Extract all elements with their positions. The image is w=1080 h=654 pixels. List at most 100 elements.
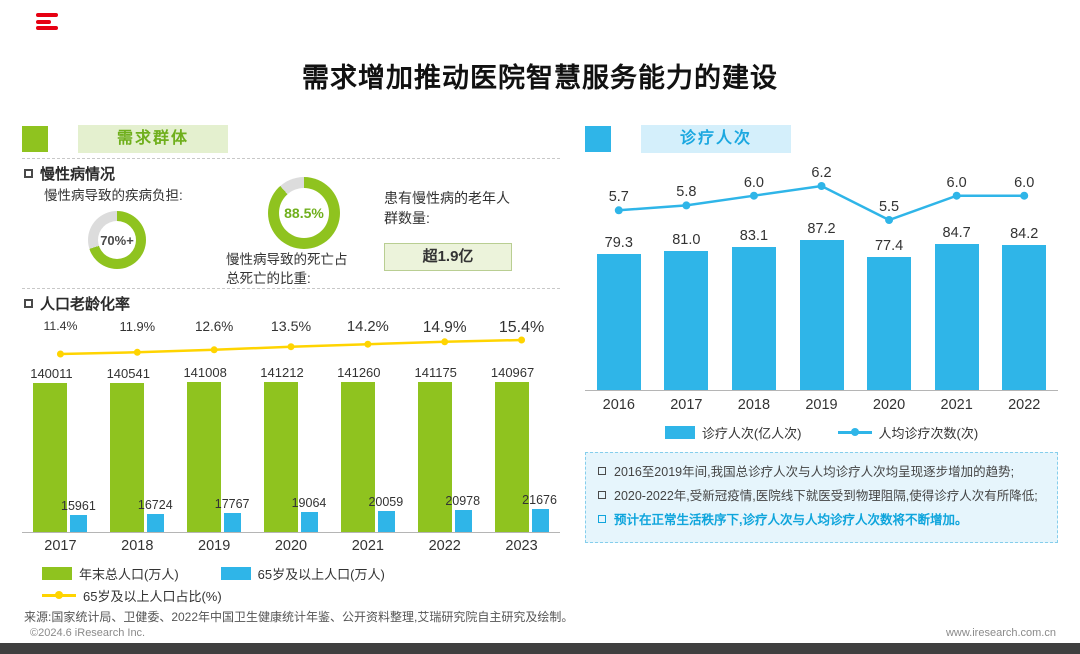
legend-visits-per-capita: 人均诊疗次数(次) <box>837 423 979 442</box>
x-axis-year: 2017 <box>670 397 703 413</box>
total-population-value: 141175 <box>414 365 457 380</box>
note-text: 2020-2022年,受新冠疫情,医院线下就医受到物理阻隔,使得诊疗人次有所降低… <box>614 488 1038 503</box>
note-text: 预计在正常生活秩序下,诊疗人次与人均诊疗人次数将不断增加。 <box>614 512 968 527</box>
insight-box: 2016至2019年间,我国总诊疗人次与人均诊疗人次均呈现逐步增加的趋势; 20… <box>585 452 1058 544</box>
chronic-heading-label: 慢性病情况 <box>40 165 116 183</box>
total-population-bar <box>340 382 375 532</box>
legend-elderly-population: 65岁及以上人口(万人) <box>220 564 385 583</box>
visits-per-capita-value: 5.8 <box>676 184 697 201</box>
aging-heading: 人口老龄化率 <box>24 293 560 313</box>
square-bullet-icon <box>598 490 606 499</box>
green-square-icon <box>22 126 48 152</box>
x-axis-year: 2017 <box>44 538 77 554</box>
population-legend-row-1: 年末总人口(万人) 65岁及以上人口(万人) <box>42 564 560 583</box>
visits-per-capita-value: 5.7 <box>608 189 629 206</box>
separator <box>22 158 560 159</box>
x-axis-year: 2016 <box>602 397 635 413</box>
aging-rate-value: 13.5% <box>270 319 312 335</box>
population-chart: 140011 15961 11.4% 2017 140541 16724 11.9% 2018… <box>22 317 560 559</box>
x-axis-year: 2022 <box>428 538 461 554</box>
insight-note-3: 预计在正常生活秩序下,诊疗人次与人均诊疗人次数将不断增加。 <box>598 511 1045 530</box>
total-population-bar <box>494 382 529 532</box>
legend-label: 年末总人口(万人) <box>79 566 179 582</box>
visits-value: 84.7 <box>942 225 971 241</box>
elderly-population-value: 21676 <box>522 493 557 507</box>
visits-per-capita-value: 6.2 <box>811 165 832 181</box>
aging-rate-value: 11.4% <box>43 319 78 333</box>
population-legend-row-2: 65岁及以上人口占比(%) <box>42 586 560 605</box>
burden-donut-value: 70%+ <box>100 232 134 248</box>
copyright-text: ©2024.6 iResearch Inc. <box>30 627 146 639</box>
total-population-value: 140541 <box>106 366 150 381</box>
elderly-population-bar <box>147 514 165 532</box>
elderly-population-value: 16724 <box>137 498 173 512</box>
visits-per-capita-value: 6.0 <box>946 174 967 191</box>
visits-bar <box>1002 245 1047 390</box>
visits-bar <box>867 257 912 390</box>
visits-legend-row: 诊疗人次(亿人次) 人均诊疗次数(次) <box>585 423 1058 442</box>
total-population-bar <box>33 383 68 532</box>
total-population-value: 141008 <box>183 365 227 380</box>
burden-donut-chart: 70%+ <box>88 211 146 269</box>
aging-rate-value: 14.2% <box>346 319 389 335</box>
legend-aging-rate: 65岁及以上人口占比(%) <box>42 586 222 605</box>
total-population-value: 140967 <box>490 365 535 380</box>
x-axis-line <box>585 390 1058 391</box>
green-bar-swatch-icon <box>42 566 72 580</box>
death-share-label: 慢性病导致的死亡占总死亡的比重: <box>226 252 348 286</box>
x-axis-year: 2019 <box>198 538 231 554</box>
legend-label: 人均诊疗次数(次) <box>878 425 979 441</box>
death-share-donut-value: 88.5% <box>284 205 324 221</box>
insight-note-2: 2020-2022年,受新冠疫情,医院线下就医受到物理阻隔,使得诊疗人次有所降低… <box>598 487 1045 506</box>
chronic-heading: 慢性病情况 <box>24 163 560 183</box>
square-bullet-icon <box>598 467 606 475</box>
elderly-population-value: 15961 <box>61 499 96 513</box>
visits-bar <box>664 251 709 390</box>
total-population-bar <box>110 383 145 532</box>
legend-label: 65岁及以上人口占比(%) <box>83 588 222 604</box>
elderly-population-bar <box>301 512 318 532</box>
visits-value: 77.4 <box>874 238 904 254</box>
visits-bar <box>934 244 979 390</box>
demand-panel: 需求群体 慢性病情况 慢性病导致的疾病负担: 70%+ 88.5% 慢性病导致的… <box>22 124 560 605</box>
square-bullet-icon <box>24 168 33 178</box>
x-axis-year: 2021 <box>940 397 973 413</box>
legend-total-population: 年末总人口(万人) <box>42 564 179 583</box>
elderly-population-value: 20059 <box>368 495 404 509</box>
x-axis-year: 2019 <box>805 397 838 413</box>
page-title: 需求增加推动医院智慧服务能力的建设 <box>302 63 778 93</box>
blue-bar-swatch-icon <box>664 425 695 439</box>
elderly-count-badge: 超1.9亿 <box>384 243 512 271</box>
elderly-population-value: 19064 <box>291 496 327 510</box>
visits-value: 81.0 <box>672 232 701 248</box>
iresearch-logo-icon <box>36 13 58 33</box>
legend-label: 诊疗人次(亿人次) <box>701 425 802 441</box>
total-population-bar <box>187 382 222 532</box>
square-bullet-icon <box>24 298 33 308</box>
x-axis-year: 2021 <box>351 538 384 554</box>
aging-rate-value: 12.6% <box>195 319 234 334</box>
burden-label: 慢性病导致的疾病负担: <box>44 188 183 203</box>
visits-bar <box>731 247 776 390</box>
visits-per-capita-value: 5.5 <box>878 199 900 215</box>
visits-bar <box>596 254 641 390</box>
aging-rate-line <box>56 336 526 358</box>
x-axis-year: 2020 <box>872 397 906 413</box>
legend-visits: 诊疗人次(亿人次) <box>664 423 802 442</box>
legend-label: 65岁及以上人口(万人) <box>257 566 385 582</box>
elderly-population-bar <box>531 509 549 532</box>
total-population-value: 141212 <box>260 365 304 380</box>
total-population-value: 141260 <box>337 365 381 380</box>
x-axis-year: 2018 <box>737 397 771 413</box>
footer-bar <box>0 643 1080 654</box>
insight-note-1: 2016至2019年间,我国总诊疗人次与人均诊疗人次均呈现逐步增加的趋势; <box>598 463 1045 482</box>
elderly-population-bar <box>70 515 88 532</box>
death-share-donut-chart: 88.5% <box>268 177 340 249</box>
total-population-bar <box>417 382 452 532</box>
visits-per-capita-value: 6.0 <box>743 174 764 191</box>
aging-rate-value: 15.4% <box>498 319 545 336</box>
visits-panel: 诊疗人次 79.3 5.7 2016 81.0 5.8 2017 83.1 6.0 2018 87… <box>585 124 1058 544</box>
x-axis-line <box>22 532 560 533</box>
visits-bar <box>799 240 844 390</box>
elderly-population-bar <box>454 510 472 532</box>
